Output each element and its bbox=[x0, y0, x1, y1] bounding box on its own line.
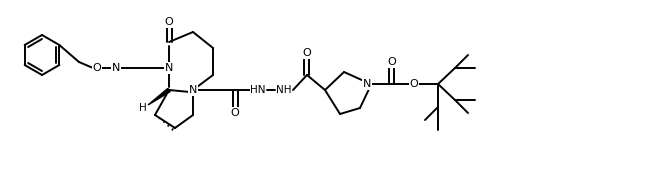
Text: O: O bbox=[388, 57, 396, 67]
Text: N: N bbox=[363, 79, 372, 89]
Text: HN: HN bbox=[250, 85, 265, 95]
Text: O: O bbox=[231, 108, 239, 118]
Text: N: N bbox=[165, 63, 173, 73]
Text: O: O bbox=[93, 63, 101, 73]
Polygon shape bbox=[148, 88, 170, 105]
Text: NH: NH bbox=[276, 85, 291, 95]
Text: H: H bbox=[139, 103, 147, 113]
Text: N: N bbox=[189, 85, 197, 95]
Text: N: N bbox=[112, 63, 120, 73]
Text: O: O bbox=[410, 79, 418, 89]
Text: O: O bbox=[303, 48, 311, 58]
Text: O: O bbox=[165, 17, 173, 27]
